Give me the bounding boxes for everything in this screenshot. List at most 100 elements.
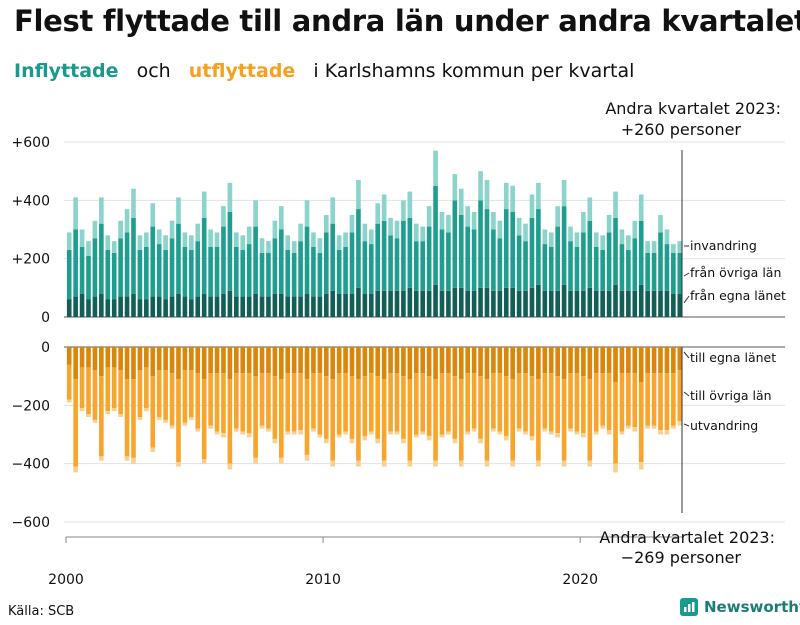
bar-inflow-other (214, 247, 220, 297)
bar-outflow-local (336, 347, 342, 374)
bar-outflow-other (73, 379, 78, 467)
bar-inflow-emig (163, 235, 168, 250)
bar-inflow-other (626, 249, 631, 291)
bar-outflow-local (221, 347, 226, 374)
bar-inflow-emig (671, 244, 676, 253)
bar-inflow-other (259, 252, 265, 297)
bar-inflow-local (439, 290, 445, 317)
bar-inflow-emig (92, 220, 98, 239)
bar-outflow-other (471, 373, 477, 429)
bar-inflow-local (452, 287, 458, 317)
bar-outflow-emig (234, 428, 239, 432)
source-label: Källa: SCB (8, 604, 75, 619)
bar-outflow-emig (86, 414, 91, 417)
bar-inflow-local (401, 290, 406, 317)
bar-inflow-other (593, 247, 599, 291)
bar-inflow-emig (304, 200, 310, 227)
bar-inflow-other (465, 226, 471, 291)
bar-outflow-emig (240, 431, 246, 435)
bar-outflow-other (394, 373, 400, 432)
bar-outflow-emig (484, 460, 490, 467)
bar-inflow-local (201, 293, 207, 317)
bar-outflow-emig (298, 430, 303, 435)
bar-outflow-local (195, 347, 201, 374)
bar-outflow-local (452, 347, 458, 377)
bar-outflow-other (298, 373, 303, 431)
bar-outflow-other (214, 373, 220, 432)
bar-inflow-emig (362, 223, 368, 242)
bar-outflow-emig (439, 434, 445, 438)
bar-inflow-other (497, 238, 503, 291)
bar-outflow-local (182, 347, 188, 371)
bar-inflow-other (266, 252, 271, 297)
bar-inflow-other (446, 232, 451, 291)
bar-inflow-other (285, 249, 291, 297)
bar-outflow-other (433, 379, 438, 461)
bar-outflow-local (118, 347, 123, 371)
bar-outflow-emig (79, 408, 85, 412)
bar-outflow-other (176, 379, 181, 463)
bar-inflow-emig (298, 223, 303, 242)
bar-inflow-emig (272, 220, 278, 239)
x-tick-label: 2020 (562, 572, 598, 588)
bar-outflow-emig (478, 438, 483, 444)
bar-outflow-emig (368, 431, 374, 435)
bar-inflow-emig (491, 212, 496, 230)
bar-outflow-local (144, 347, 149, 368)
bar-inflow-other (195, 241, 201, 297)
bar-outflow-other (92, 370, 98, 420)
bar-inflow-local (651, 290, 657, 317)
bar-inflow-other (272, 238, 278, 294)
bar-outflow-other (381, 379, 387, 461)
bar-inflow-local (266, 296, 271, 317)
bar-outflow-emig (638, 462, 644, 470)
bar-outflow-local (362, 347, 368, 377)
bar-inflow-emig (388, 217, 393, 236)
bar-outflow-emig (471, 428, 477, 432)
bar-inflow-emig (626, 235, 631, 250)
bar-inflow-emig (285, 235, 291, 250)
bar-outflow-local (413, 347, 419, 374)
bar-inflow-emig (420, 226, 426, 242)
bar-outflow-emig (561, 460, 567, 467)
bar-inflow-local (458, 287, 464, 317)
bar-inflow-other (336, 249, 342, 294)
bar-outflow-emig (272, 438, 278, 444)
bar-outflow-emig (465, 431, 471, 435)
bar-outflow-local (317, 347, 323, 374)
bar-outflow-emig (278, 457, 284, 464)
bar-inflow-other (124, 232, 130, 297)
bar-inflow-emig (368, 229, 374, 245)
bar-inflow-emig (561, 179, 567, 207)
bar-outflow-other (439, 373, 445, 435)
bar-outflow-emig (124, 456, 130, 461)
bar-outflow-other (144, 367, 149, 409)
bar-inflow-emig (600, 235, 605, 250)
bar-outflow-emig (536, 460, 541, 467)
bar-inflow-other (176, 223, 181, 294)
bar-outflow-emig (407, 460, 413, 467)
bar-outflow-local (150, 347, 156, 377)
bar-outflow-other (677, 370, 683, 422)
bar-outflow-emig (182, 422, 188, 426)
bar-inflow-other (234, 247, 239, 297)
bar-outflow-emig (677, 421, 683, 426)
bar-inflow-other (99, 223, 104, 294)
bar-outflow-other (66, 364, 72, 400)
bar-inflow-local (613, 284, 618, 317)
bar-inflow-other (362, 241, 368, 294)
bar-outflow-emig (189, 417, 194, 420)
bar-inflow-other (536, 209, 541, 285)
bar-inflow-emig (86, 241, 91, 256)
bar-inflow-other (510, 212, 515, 288)
bar-inflow-local (626, 290, 631, 317)
bar-outflow-other (259, 373, 265, 426)
bar-inflow-other (426, 226, 432, 291)
newsworthy-logo[interactable]: Newsworthy (680, 598, 800, 616)
bar-inflow-local (600, 290, 605, 317)
bar-inflow-local (234, 296, 239, 317)
newsworthy-logo-icon (680, 598, 698, 616)
bar-outflow-emig (433, 460, 438, 467)
bar-outflow-emig (343, 431, 348, 435)
bar-inflow-local (246, 296, 252, 317)
